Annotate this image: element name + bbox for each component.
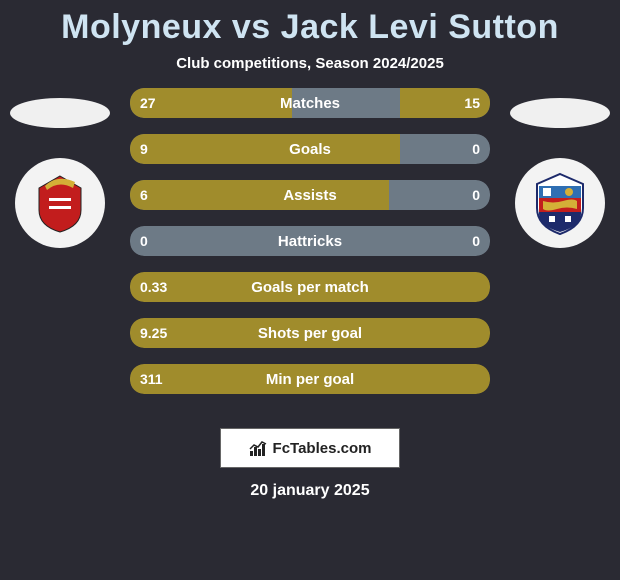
opponent-crest-icon — [525, 168, 595, 238]
snapshot-date: 20 january 2025 — [0, 482, 620, 500]
stat-bars: 2715Matches90Goals60Assists00Hattricks0.… — [130, 88, 490, 410]
stat-value-left: 0.33 — [130, 272, 177, 302]
stat-fill-left — [130, 180, 389, 210]
stat-value-right: 15 — [454, 88, 490, 118]
stat-value-left: 6 — [130, 180, 158, 210]
stat-row-goals-per-match: 0.33Goals per match — [130, 272, 490, 302]
stat-value-left: 0 — [130, 226, 158, 256]
club-crest-left — [15, 158, 105, 248]
doncaster-crest-icon — [25, 168, 95, 238]
stat-fill-left — [130, 134, 400, 164]
stat-value-right: 0 — [462, 226, 490, 256]
stat-row-hattricks: 00Hattricks — [130, 226, 490, 256]
chart-icon — [249, 439, 267, 457]
player-right-oval — [510, 98, 610, 128]
stat-track — [130, 226, 490, 256]
stat-value-left: 9.25 — [130, 318, 177, 348]
stat-value-right: 0 — [462, 134, 490, 164]
stat-row-min-per-goal: 311Min per goal — [130, 364, 490, 394]
stat-value-left: 9 — [130, 134, 158, 164]
page-subtitle: Club competitions, Season 2024/2025 — [0, 55, 620, 72]
source-badge: FcTables.com — [220, 428, 400, 468]
stat-row-shots-per-goal: 9.25Shots per goal — [130, 318, 490, 348]
stat-value-left: 311 — [130, 364, 173, 394]
page-title: Molyneux vs Jack Levi Sutton — [0, 0, 620, 47]
stat-fill-left — [130, 364, 490, 394]
stat-row-assists: 60Assists — [130, 180, 490, 210]
stat-fill-left — [130, 272, 490, 302]
stat-value-left: 27 — [130, 88, 166, 118]
stat-value-right: 0 — [462, 180, 490, 210]
stat-row-goals: 90Goals — [130, 134, 490, 164]
source-label: FcTables.com — [273, 440, 372, 457]
stat-fill-left — [130, 318, 490, 348]
club-crest-right — [515, 158, 605, 248]
comparison-panel: 2715Matches90Goals60Assists00Hattricks0.… — [0, 88, 620, 418]
stat-row-matches: 2715Matches — [130, 88, 490, 118]
player-left-oval — [10, 98, 110, 128]
